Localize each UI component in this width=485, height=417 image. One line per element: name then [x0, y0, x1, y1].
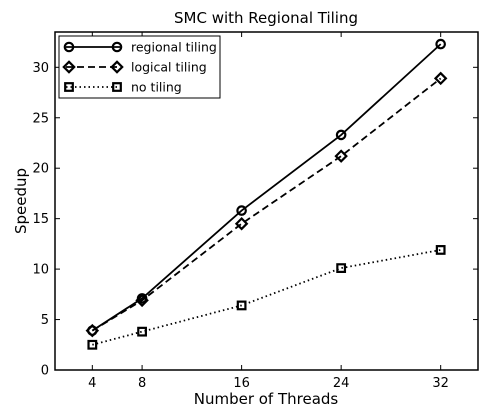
legend-marker-logical-tiling: [62, 60, 76, 74]
x-axis: 4 8 16 24 32: [88, 32, 449, 391]
legend-marker-regional-tiling: [63, 41, 75, 53]
data-point-no-tiling: [236, 300, 247, 311]
x-tick-label: 16: [233, 376, 250, 391]
legend-label-regional-tiling: regional tiling: [131, 40, 217, 55]
y-axis-title: Speedup: [12, 168, 30, 234]
y-tick-label: 15: [32, 212, 49, 227]
data-point-no-tiling: [435, 245, 446, 255]
y-tick-label: 25: [32, 111, 49, 126]
y-tick-label: 30: [32, 61, 49, 76]
series-line-logical-tiling: [91, 77, 442, 332]
legend-marker-logical-tiling: [110, 60, 124, 74]
y-tick-label: 0: [41, 364, 49, 379]
y-tick-label: 5: [41, 313, 49, 328]
x-axis-title: Number of Threads: [194, 390, 339, 408]
plot-area: [85, 38, 448, 350]
legend-label-logical-tiling: logical tiling: [131, 60, 207, 75]
data-point-regional-tiling: [236, 205, 247, 216]
data-point-no-tiling: [137, 326, 147, 337]
data-point-regional-tiling: [435, 38, 446, 50]
x-tick-label: 8: [138, 376, 146, 391]
data-point-regional-tiling: [335, 129, 347, 141]
y-tick-label: 10: [32, 263, 49, 278]
y-tick-label: 20: [32, 162, 49, 177]
legend-label-no-tiling: no tiling: [131, 80, 182, 95]
chart-title: SMC with Regional Tiling: [174, 9, 358, 27]
series-line-regional-tiling: [91, 43, 442, 332]
x-tick-label: 4: [88, 376, 96, 391]
series-line-no-tiling: [92, 249, 441, 346]
legend-marker-no-tiling: [112, 82, 122, 92]
data-point-no-tiling: [87, 339, 98, 350]
legend-marker-no-tiling: [64, 82, 74, 92]
data-point-logical-tiling: [433, 71, 448, 86]
data-point-no-tiling: [336, 263, 347, 273]
plot-frame: [54, 31, 479, 371]
x-tick-label: 32: [432, 376, 449, 391]
data-point-logical-tiling: [334, 149, 348, 163]
data-point-logical-tiling: [85, 323, 100, 338]
legend-marker-regional-tiling: [111, 41, 123, 53]
data-point-logical-tiling: [135, 293, 149, 308]
legend: regional tiling logical tiling no tiling: [58, 35, 221, 99]
y-axis: 0 5 10 15 20 25 30: [32, 61, 478, 379]
x-tick-label: 24: [333, 376, 350, 391]
data-point-logical-tiling: [234, 216, 249, 231]
